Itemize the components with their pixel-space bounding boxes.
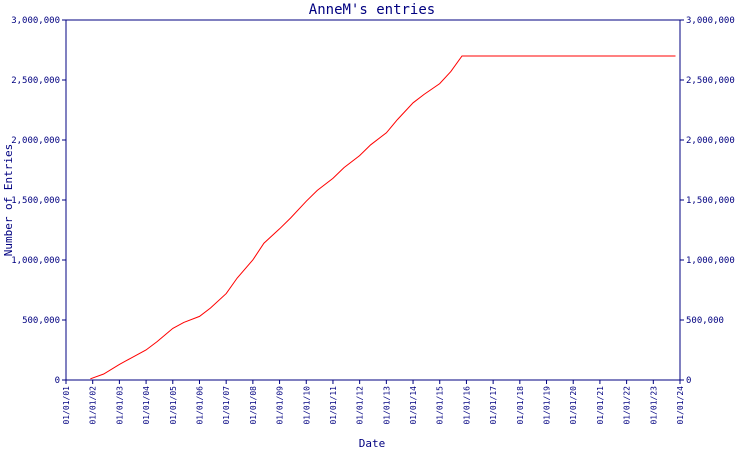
y-tick-label-right: 500,000 — [686, 316, 724, 326]
x-tick-label: 01/01/01 — [62, 386, 71, 425]
y-tick-label-left: 1,000,000 — [11, 256, 60, 266]
y-tick-label-right: 1,000,000 — [686, 256, 735, 266]
x-tick-label: 01/01/11 — [329, 386, 338, 425]
x-axis: 01/01/01 01/01/02 01/01/03 01/01/04 01/01/05… — [62, 380, 685, 425]
y-tick-label-right: 0 — [686, 376, 691, 386]
x-tick-label: 01/01/22 — [623, 386, 632, 425]
x-tick-label: 01/01/14 — [409, 386, 418, 425]
x-tick-label: 01/01/21 — [596, 386, 605, 425]
x-tick-label: 01/01/16 — [462, 386, 471, 425]
y-tick-label-left: 0 — [55, 376, 60, 386]
x-axis-label: Date — [359, 437, 386, 450]
x-tick-label: 01/01/15 — [436, 386, 445, 425]
plot-frame — [65, 19, 681, 381]
chart-title: AnneM's entries — [309, 2, 435, 18]
y-axis-left: 0 500,000 1,000,000 1,500,000 2,000,000 2,500… — [11, 16, 66, 386]
x-tick-label: 01/01/08 — [249, 386, 258, 425]
x-tick-label: 01/01/23 — [649, 386, 658, 425]
x-tick-label: 01/01/17 — [489, 386, 498, 425]
x-tick-label: 01/01/18 — [516, 386, 525, 425]
x-tick-label: 01/01/20 — [569, 386, 578, 425]
y-tick-label-left: 500,000 — [22, 316, 60, 326]
y-tick-label-right: 2,500,000 — [686, 76, 735, 86]
x-tick-label: 01/01/04 — [142, 386, 151, 425]
y-tick-label-left: 2,500,000 — [11, 76, 60, 86]
y-tick-label-left: 1,500,000 — [11, 196, 60, 206]
x-tick-label: 01/01/12 — [356, 386, 365, 425]
y-axis-right: 0 500,000 1,000,000 1,500,000 2,000,000 2,500… — [680, 16, 735, 386]
x-tick-label: 01/01/09 — [276, 386, 285, 425]
series-layer — [90, 55, 676, 380]
y-tick-label-right: 1,500,000 — [686, 196, 735, 206]
x-tick-label: 01/01/13 — [382, 386, 391, 425]
x-tick-label: 01/01/24 — [676, 386, 685, 425]
x-tick-label: 01/01/10 — [302, 386, 311, 425]
x-tick-label: 01/01/03 — [115, 386, 124, 425]
x-tick-label: 01/01/02 — [89, 386, 98, 425]
series-line — [90, 55, 676, 380]
y-axis-label: Number of Entries — [2, 144, 15, 257]
y-tick-label-right: 2,000,000 — [686, 136, 735, 146]
x-tick-label: 01/01/07 — [222, 386, 231, 425]
y-tick-label-left: 3,000,000 — [11, 16, 60, 26]
x-tick-label: 01/01/19 — [543, 386, 552, 425]
x-tick-label: 01/01/05 — [169, 386, 178, 425]
x-tick-label: 01/01/06 — [195, 386, 204, 425]
y-tick-label-right: 3,000,000 — [686, 16, 735, 26]
y-tick-label-left: 2,000,000 — [11, 136, 60, 146]
